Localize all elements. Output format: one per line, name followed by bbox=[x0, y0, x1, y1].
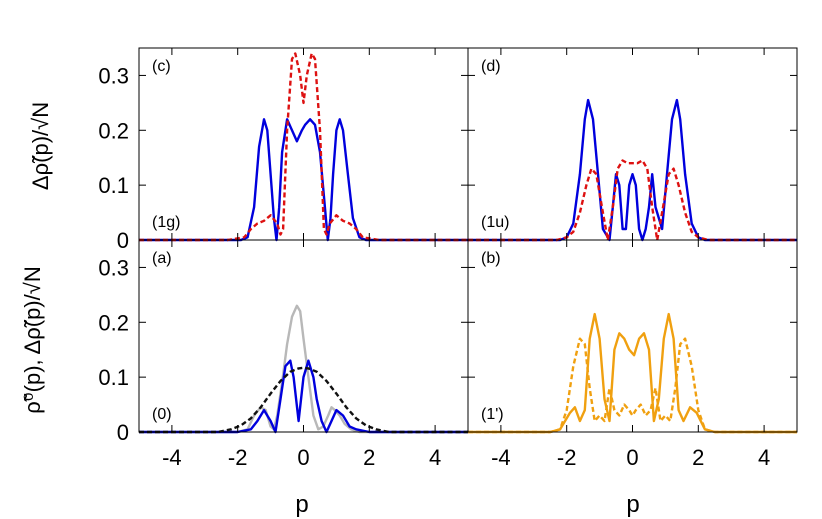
axes-frame-d bbox=[467, 47, 798, 241]
y-tick-label-a-2: 0.2 bbox=[98, 310, 129, 335]
panel-annotation-b: (1') bbox=[481, 406, 504, 423]
panel-label-b: (b) bbox=[481, 250, 501, 267]
series-d-0 bbox=[468, 98, 797, 242]
y-tick-label-c-3: 0.3 bbox=[98, 63, 129, 88]
y-tick-label-a-1: 0.1 bbox=[98, 365, 129, 390]
series-c-0 bbox=[139, 118, 468, 242]
series-b-1 bbox=[468, 337, 797, 434]
y-tick-label-c-2: 0.2 bbox=[98, 118, 129, 143]
panel-annotation-a: (0) bbox=[152, 406, 172, 423]
x-tick-label-b-0: -4 bbox=[491, 445, 511, 470]
panel-d: (d) (1u) bbox=[467, 47, 798, 242]
axes-frame-c bbox=[138, 47, 469, 241]
x-axis-label-left: p bbox=[295, 491, 308, 518]
series-a-2 bbox=[139, 366, 468, 434]
series-b-0 bbox=[468, 312, 797, 434]
x-tick-label-b-1: -2 bbox=[557, 445, 577, 470]
y-tick-label-c-0: 0 bbox=[117, 228, 129, 253]
panel-b: -4 -2 0 2 4 (b) (1') bbox=[467, 239, 798, 470]
panel-label-c: (c) bbox=[152, 58, 171, 75]
y-axis-label-top: Δρ̃(p)/√N bbox=[28, 102, 53, 190]
y-axis-label-bottom: ρ̃⁰(p), Δρ̃(p)/√N bbox=[20, 266, 45, 413]
series-d-1 bbox=[468, 159, 797, 242]
series-c-1 bbox=[139, 52, 468, 242]
panel-c: 0 0.1 0.2 0.3 (c) (1g) bbox=[98, 47, 469, 253]
x-tick-label-a-0: -4 bbox=[162, 445, 182, 470]
series-a-1 bbox=[139, 359, 468, 434]
panel-label-a: (a) bbox=[152, 250, 172, 267]
x-axis-label-right: p bbox=[626, 491, 639, 518]
panel-annotation-c: (1g) bbox=[152, 214, 180, 231]
y-tick-label-c-1: 0.1 bbox=[98, 173, 129, 198]
x-tick-label-b-2: 0 bbox=[626, 445, 638, 470]
x-tick-label-a-2: 0 bbox=[297, 445, 309, 470]
x-tick-label-b-3: 2 bbox=[692, 445, 704, 470]
panel-annotation-d: (1u) bbox=[481, 214, 509, 231]
x-tick-label-a-4: 4 bbox=[429, 445, 441, 470]
x-tick-label-a-1: -2 bbox=[228, 445, 248, 470]
panel-label-d: (d) bbox=[481, 58, 501, 75]
y-tick-label-a-3: 0.3 bbox=[98, 255, 129, 280]
x-tick-label-a-3: 2 bbox=[363, 445, 375, 470]
y-tick-label-a-0: 0 bbox=[117, 420, 129, 445]
x-tick-label-b-4: 4 bbox=[758, 445, 770, 470]
axes-frame-b bbox=[467, 239, 798, 433]
series-a-0 bbox=[139, 304, 468, 434]
panel-a: -4 -2 0 2 4 0 0.1 0.2 0.3 (a) (0) bbox=[98, 239, 469, 470]
